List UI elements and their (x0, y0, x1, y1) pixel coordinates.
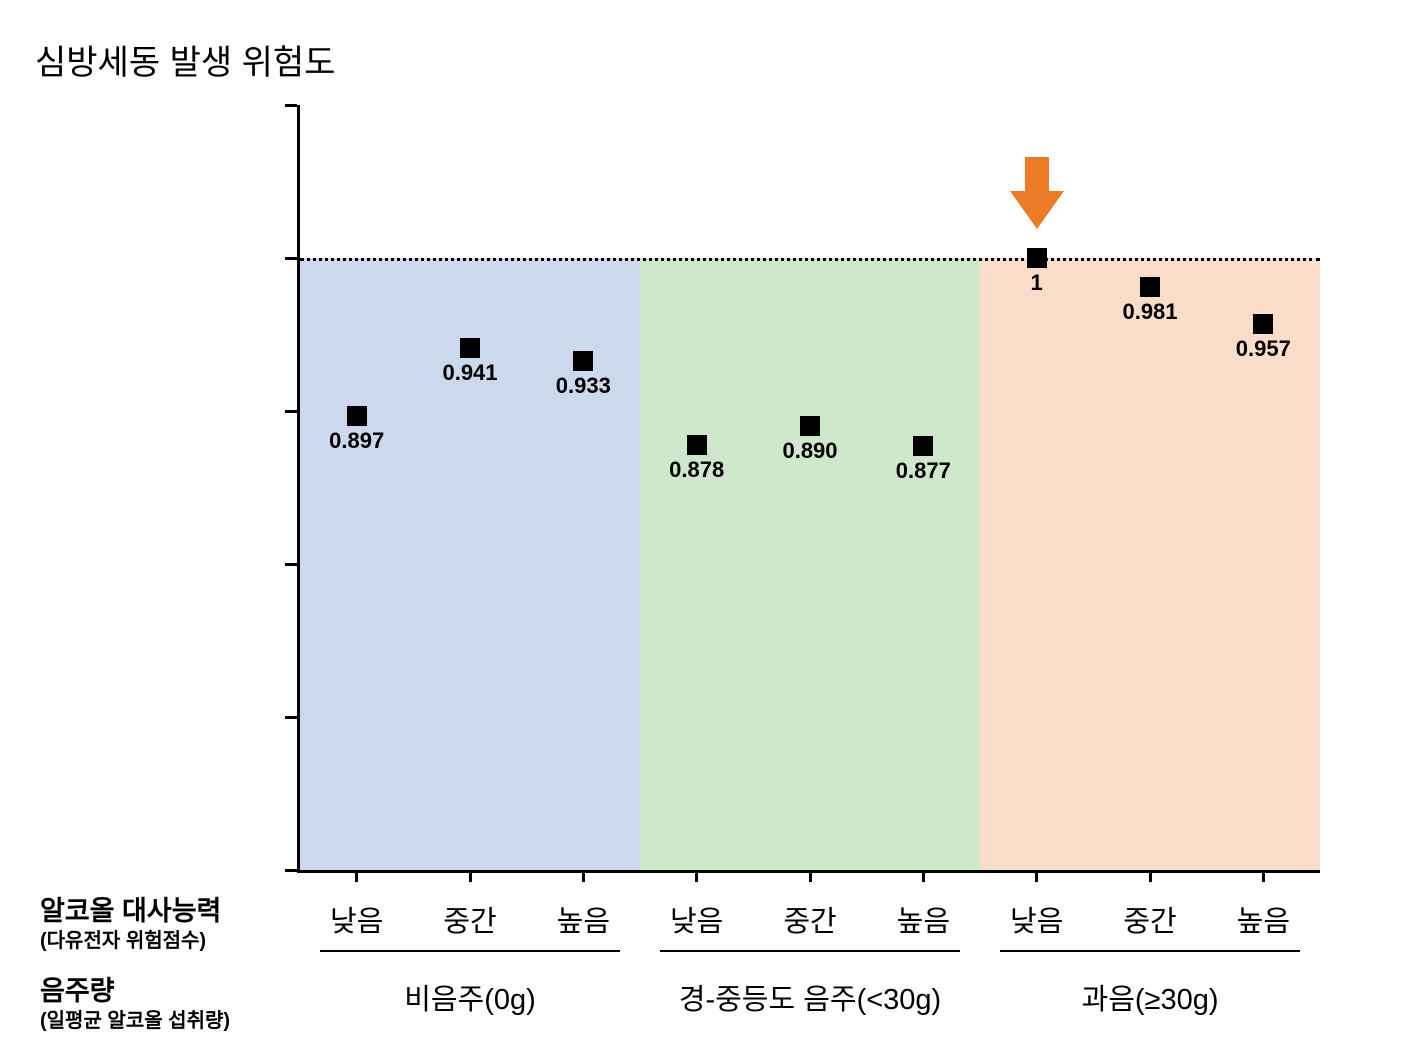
data-label-7: 0.981 (1122, 299, 1177, 325)
xaxis-row2-label: 음주량 (일평균 알코올 섭취량) (40, 975, 230, 1034)
data-marker-7 (1140, 277, 1160, 297)
ytick-label-2: 0.8 (0, 547, 276, 581)
data-marker-1 (460, 338, 480, 358)
xtick-1-1 (809, 870, 812, 882)
data-label-4: 0.890 (782, 438, 837, 464)
data-marker-8 (1253, 314, 1273, 334)
data-label-3: 0.878 (669, 457, 724, 483)
chart-title: 심방세동 발생 위험도 (35, 35, 335, 84)
subcat-label-1-2: 높음 (897, 898, 950, 940)
ytick-label-5: 1.1 (0, 88, 276, 122)
subcat-label-2-0: 낮음 (1010, 898, 1063, 940)
group-label-0: 비음주(0g) (404, 976, 536, 1018)
data-marker-4 (800, 416, 820, 436)
ytick-label-1: 0.7 (0, 700, 276, 734)
xtick-1-0 (695, 870, 698, 882)
y-axis (297, 105, 300, 870)
group-label-1: 경-중등도 음주(<30g) (679, 976, 941, 1018)
ytick-0 (285, 869, 297, 872)
group-rule-2 (1000, 950, 1299, 952)
data-marker-6 (1027, 248, 1047, 268)
xaxis-row2-sub: (일평균 알코올 섭취량) (40, 1009, 230, 1034)
chart-stage: 심방세동 발생 위험도 0.6 0.7 0.8 0.9 1.0 1.1 0.897 0.941… (0, 0, 1417, 1062)
ytick-4 (285, 257, 297, 260)
bg-band-1 (640, 258, 980, 870)
ytick-1 (285, 716, 297, 719)
group-label-2: 과음(≥30g) (1082, 976, 1219, 1018)
xtick-1-2 (922, 870, 925, 882)
subcat-label-0-1: 중간 (443, 898, 496, 940)
data-label-8: 0.957 (1236, 336, 1291, 362)
data-marker-3 (687, 435, 707, 455)
xtick-2-2 (1262, 870, 1265, 882)
ytick-5 (285, 104, 297, 107)
subcat-label-1-0: 낮음 (670, 898, 723, 940)
reference-line (300, 258, 1320, 261)
xtick-0-1 (469, 870, 472, 882)
data-label-2: 0.933 (556, 373, 611, 399)
subcat-label-0-2: 높음 (557, 898, 610, 940)
xaxis-row1-sub: (다유전자 위험점수) (40, 929, 221, 954)
ytick-label-3: 0.9 (0, 394, 276, 428)
data-label-5: 0.877 (896, 458, 951, 484)
xtick-0-0 (355, 870, 358, 882)
xaxis-row2-main: 음주량 (40, 976, 115, 1006)
xaxis-row1-label: 알코올 대사능력 (다유전자 위험점수) (40, 895, 221, 954)
ytick-label-0: 0.6 (0, 853, 276, 887)
subcat-label-1-1: 중간 (783, 898, 836, 940)
ytick-2 (285, 563, 297, 566)
data-label-6: 1 (1031, 270, 1043, 296)
ytick-label-4: 1.0 (0, 241, 276, 275)
group-rule-1 (660, 950, 959, 952)
group-rule-0 (320, 950, 619, 952)
data-marker-2 (573, 351, 593, 371)
data-label-1: 0.941 (442, 360, 497, 386)
xtick-2-0 (1035, 870, 1038, 882)
data-marker-5 (913, 436, 933, 456)
data-label-0: 0.897 (329, 428, 384, 454)
xtick-2-1 (1149, 870, 1152, 882)
xaxis-row1-main: 알코올 대사능력 (40, 896, 221, 926)
subcat-label-2-1: 중간 (1123, 898, 1176, 940)
xtick-0-2 (582, 870, 585, 882)
data-marker-0 (347, 406, 367, 426)
subcat-label-0-0: 낮음 (330, 898, 383, 940)
subcat-label-2-2: 높음 (1237, 898, 1290, 940)
plot-area: 0.60.70.80.91.01.10.8970.9410.9330.8780.… (300, 105, 1320, 870)
highlight-arrow-icon (1010, 157, 1064, 234)
ytick-3 (285, 410, 297, 413)
